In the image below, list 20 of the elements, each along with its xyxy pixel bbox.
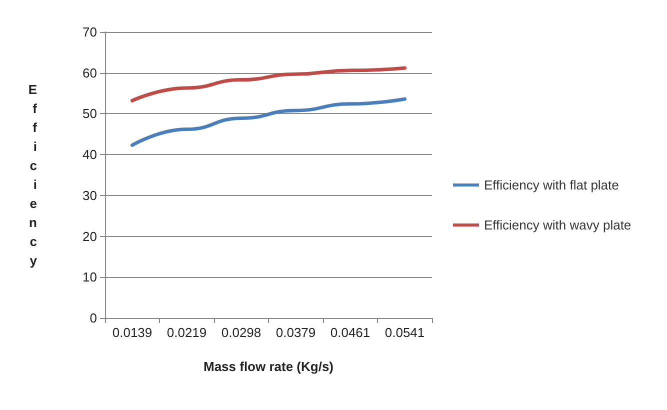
x-tick-label: 0.0298: [221, 325, 262, 340]
x-tick-label: 0.0461: [330, 325, 370, 340]
legend-label: Efficiency with flat plate: [484, 178, 619, 192]
y-tick-label: 30: [82, 188, 97, 203]
line-series: [130, 66, 406, 102]
y-tick-label: 40: [82, 147, 97, 162]
y-tick-label: 60: [82, 65, 97, 80]
x-tick-label: 0.0379: [276, 325, 316, 340]
x-axis-title: Mass flow rate (Kg/s): [203, 359, 334, 374]
legend-label: Efficiency with wavy plate: [484, 218, 632, 232]
text: Efficiency: [28, 82, 37, 268]
x-tick-label: 0.0139: [112, 325, 152, 340]
y-tick-label: 10: [82, 270, 97, 285]
y-tick-label: 50: [82, 106, 97, 122]
y-tick-label: 0: [90, 310, 97, 326]
x-tick-label: 0.0541: [384, 325, 425, 340]
y-tick-label: 20: [82, 228, 97, 244]
y-tick-label: 70: [82, 24, 97, 40]
line-series: [130, 97, 406, 147]
x-tick-label: 0.0219: [166, 325, 207, 340]
